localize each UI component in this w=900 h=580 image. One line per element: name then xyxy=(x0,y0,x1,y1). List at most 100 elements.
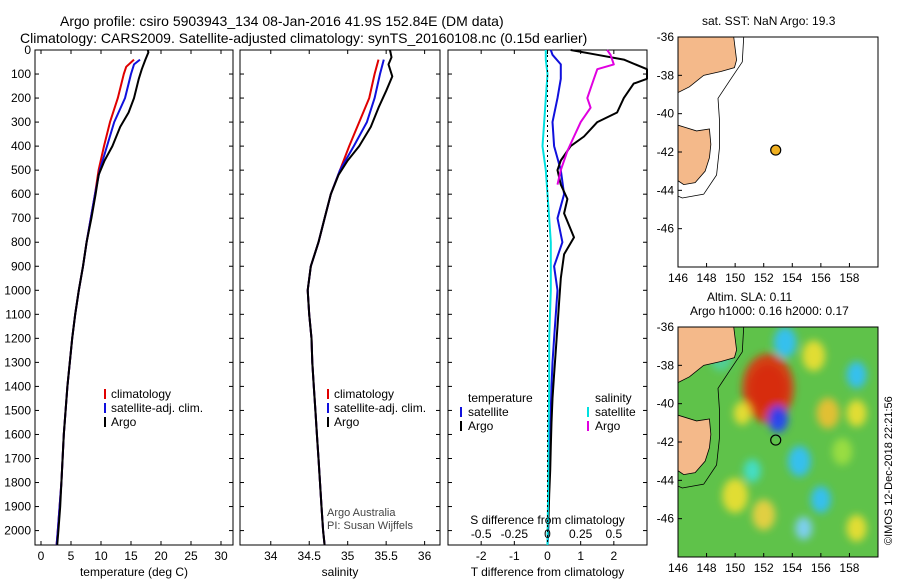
x-tick-label: 34 xyxy=(264,549,278,563)
y-tick-label: 1500 xyxy=(4,403,31,417)
legend-label: satellite xyxy=(468,405,509,419)
x-axis-label: salinity xyxy=(322,565,359,579)
y-tick-label: 1600 xyxy=(4,427,31,441)
x-tick-label-top: 0.25 xyxy=(569,527,593,541)
series-line-s-satellite xyxy=(541,50,552,546)
y-tick-label: 400 xyxy=(11,139,31,153)
y-tick-label: 1800 xyxy=(4,476,31,490)
y-tick-label: 800 xyxy=(11,235,31,249)
y-tick-label: 100 xyxy=(11,67,31,81)
anomaly-blob xyxy=(788,445,811,477)
plot-frame xyxy=(239,49,441,546)
legend-title: temperature xyxy=(468,391,533,405)
x-tick-label: 2 xyxy=(610,549,617,563)
series-line-t-satellite xyxy=(546,49,566,546)
anomaly-blob xyxy=(768,405,788,433)
x-tick-label: 154 xyxy=(782,561,802,575)
x-tick-label: 146 xyxy=(668,271,688,285)
title-line-2: Climatology: CARS2009. Satellite-adjuste… xyxy=(20,30,587,46)
y-tick-label: 2000 xyxy=(4,524,31,538)
anomaly-blob xyxy=(846,361,867,389)
x-tick-label: 158 xyxy=(839,271,859,285)
legend-label: Argo xyxy=(595,419,621,433)
anomaly-blob xyxy=(733,401,751,425)
y-tick-label: -44 xyxy=(657,473,675,487)
x-tick-label: 158 xyxy=(839,561,859,575)
y-tick-label: 900 xyxy=(11,259,31,273)
series-line-s-argo xyxy=(556,49,615,185)
y-tick-label: 1100 xyxy=(5,307,31,321)
temperature-panel: 0100200300400500600700800900100011001200… xyxy=(4,43,234,579)
legend-title: salinity xyxy=(595,391,632,405)
anomaly-blob xyxy=(846,514,867,542)
y-tick-label: 200 xyxy=(11,91,31,105)
title-line-1: Argo profile: csiro 5903943_134 08-Jan-2… xyxy=(60,13,504,29)
y-tick-label: -38 xyxy=(657,68,675,82)
x-tick-label: 36 xyxy=(418,549,432,563)
x-tick-label: 152 xyxy=(754,561,774,575)
altimetry-title-2: Argo h1000: 0.16 h2000: 0.17 xyxy=(690,304,849,318)
y-tick-label: 1400 xyxy=(4,379,31,393)
legend-label: satellite-adj. clim. xyxy=(334,401,426,415)
legend-label: Argo xyxy=(111,415,137,429)
x-tick-label: 35 xyxy=(341,549,355,563)
x-axis-label: temperature (deg C) xyxy=(80,565,188,579)
anomaly-blob xyxy=(802,340,826,372)
x-tick-label: 15 xyxy=(124,549,138,563)
x-tick-label: -2 xyxy=(476,549,487,563)
y-tick-label: -38 xyxy=(657,358,675,372)
series-line-t-argo xyxy=(546,49,648,546)
plot-frame xyxy=(34,49,234,546)
x-tick-label: 0 xyxy=(544,549,551,563)
x-tick-label: 35.5 xyxy=(374,549,398,563)
y-tick-label: -42 xyxy=(657,145,675,159)
legend-label: climatology xyxy=(334,387,394,401)
x-tick-label-top: -0.5 xyxy=(471,527,492,541)
land-mainland xyxy=(678,327,737,384)
x-tick-label: 10 xyxy=(94,549,108,563)
sst-map-title: sat. SST: NaN Argo: 19.3 xyxy=(702,14,836,28)
anomaly-blob xyxy=(832,438,853,466)
y-tick-label: -36 xyxy=(657,30,675,44)
float-position-marker xyxy=(770,144,782,156)
land-mainland xyxy=(678,37,737,94)
x-tick-label: 150 xyxy=(725,271,745,285)
anomaly-blob xyxy=(846,399,867,427)
x-tick-label: 25 xyxy=(184,549,198,563)
x-tick-label: 5 xyxy=(68,549,75,563)
y-tick-label: 300 xyxy=(11,115,31,129)
x-tick-label: 156 xyxy=(811,561,831,575)
y-tick-label: 500 xyxy=(11,163,31,177)
y-tick-label: -46 xyxy=(657,512,675,526)
series-line-argo xyxy=(306,49,394,546)
legend-label: Argo xyxy=(334,415,360,429)
y-tick-label: -36 xyxy=(657,320,675,334)
annotation-line: Argo Australia xyxy=(327,507,396,519)
sst-map: 146 148 150 152 154 156 158 -36 -38 -40 -42 -44 -46 xyxy=(657,30,879,285)
y-tick-label: -42 xyxy=(657,435,675,449)
x-axis-label-top: S difference from climatology xyxy=(470,513,625,527)
anomaly-blob xyxy=(795,516,813,540)
anomaly-blob xyxy=(743,459,761,483)
shelf-contour xyxy=(678,37,745,199)
series-line-argo xyxy=(56,49,150,546)
shelf-contour xyxy=(678,327,745,489)
anomaly-blob xyxy=(722,478,749,513)
imos-credit: ©IMOS 12-Dec-2018 22:21:56 xyxy=(883,396,895,545)
x-tick-label: -1 xyxy=(509,549,520,563)
x-tick-label: 20 xyxy=(154,549,168,563)
y-tick-label: 0 xyxy=(24,43,31,57)
x-tick-label: 150 xyxy=(725,561,745,575)
x-tick-label-top: 0 xyxy=(544,527,551,541)
x-tick-label: 154 xyxy=(782,271,802,285)
y-tick-label: 700 xyxy=(11,211,31,225)
land-tasmania xyxy=(678,414,712,476)
altimetry-map: 146 148 150 152 154 156 158 -36 -38 -40 -42 -44 -46 xyxy=(657,320,879,575)
float-position-marker xyxy=(770,434,782,446)
y-tick-label: 1300 xyxy=(4,355,31,369)
x-tick-label: 146 xyxy=(668,561,688,575)
y-tick-label: -40 xyxy=(657,397,675,411)
y-tick-label: 1700 xyxy=(4,451,31,465)
anomaly-blob xyxy=(752,499,776,531)
